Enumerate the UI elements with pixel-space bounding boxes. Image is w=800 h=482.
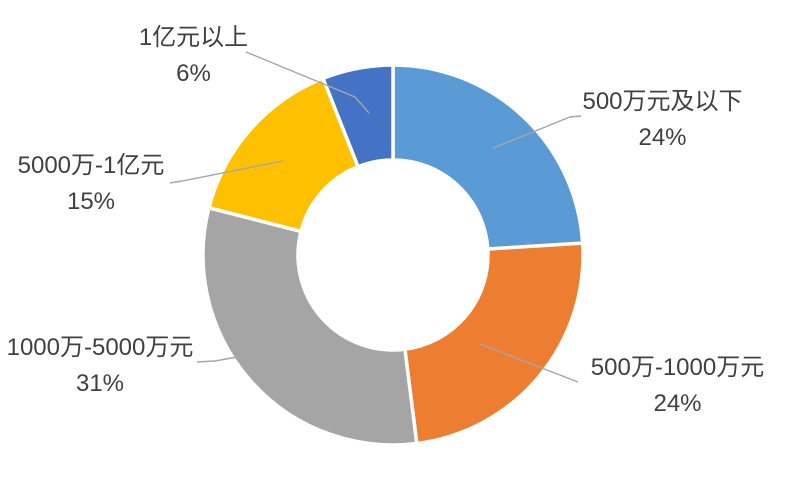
leader-line-0 <box>492 115 582 149</box>
data-label-value: 6% <box>176 60 211 87</box>
data-label-value: 31% <box>75 370 125 397</box>
data-label-category: 500万-1000万元 <box>590 354 765 381</box>
leader-line-2 <box>196 356 238 363</box>
data-label-2: 1000万-5000万元 31% <box>2 330 198 402</box>
donut-segment-1[interactable] <box>403 241 585 446</box>
data-label-0: 500万元及以下 24% <box>575 84 750 156</box>
data-label-value: 24% <box>638 124 687 151</box>
data-label-category: 1亿元以上 <box>138 24 249 51</box>
donut-segment-0[interactable] <box>391 63 585 251</box>
leader-line-3 <box>169 160 284 184</box>
data-label-value: 24% <box>653 390 702 417</box>
data-label-1: 500万-1000万元 24% <box>580 350 775 422</box>
data-label-category: 5000万-1亿元 <box>17 152 165 179</box>
data-label-value: 15% <box>66 188 116 215</box>
data-label-category: 500万元及以下 <box>582 88 743 115</box>
data-label-3: 5000万-1亿元 15% <box>0 148 182 220</box>
data-label-category: 1000万-5000万元 <box>6 334 194 361</box>
data-label-4: 1亿元以上 6% <box>116 20 271 92</box>
donut-segment-2[interactable] <box>201 205 419 447</box>
leader-line-4 <box>245 51 370 114</box>
leader-line-1 <box>479 343 579 383</box>
